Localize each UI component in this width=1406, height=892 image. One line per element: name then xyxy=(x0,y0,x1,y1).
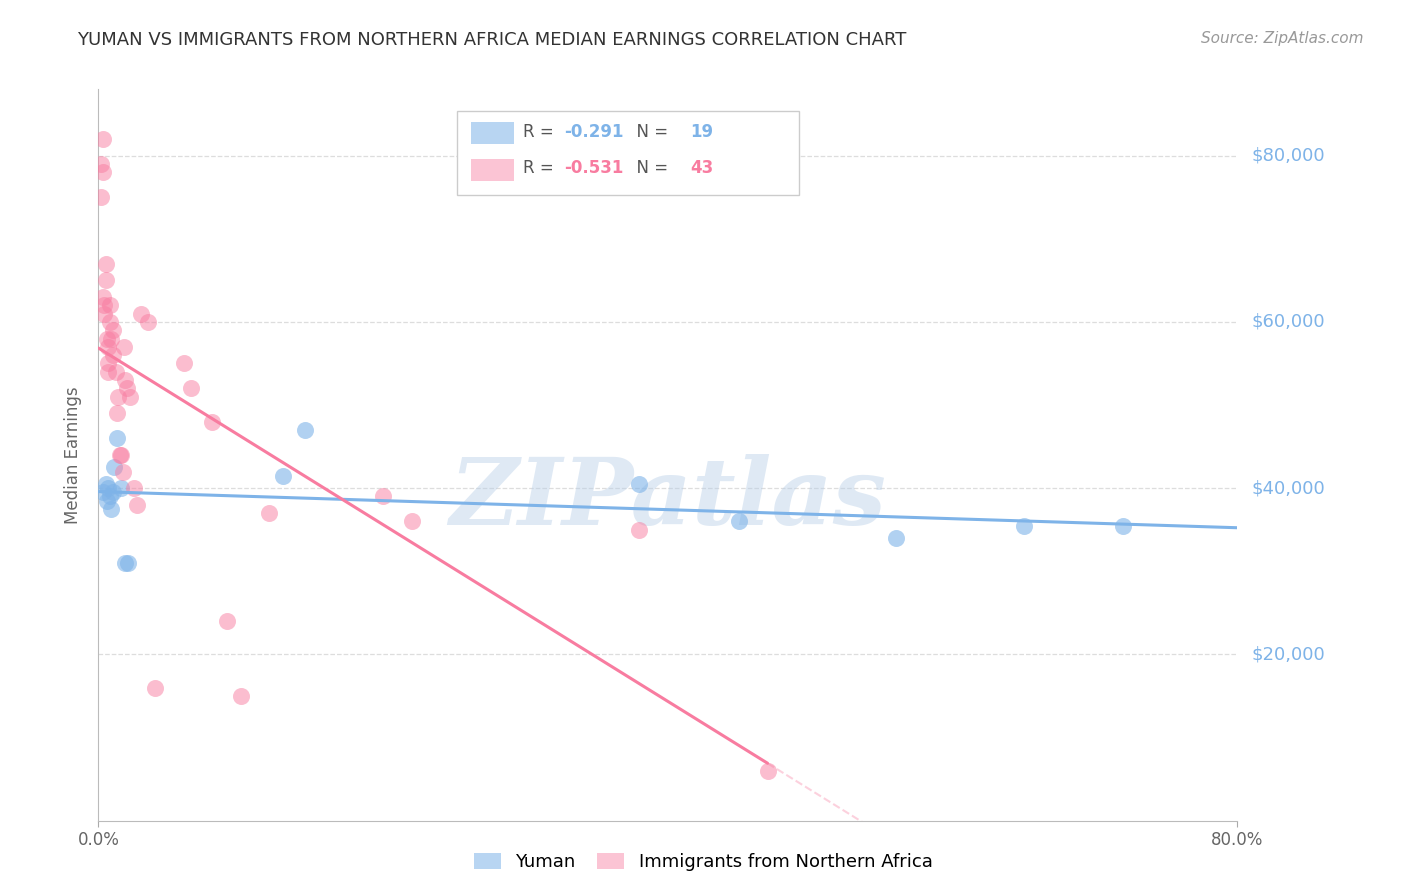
Text: 19: 19 xyxy=(690,122,714,141)
Point xyxy=(1012,518,1035,533)
Point xyxy=(96,493,118,508)
Point xyxy=(122,481,145,495)
Point xyxy=(93,307,115,321)
Point xyxy=(91,165,114,179)
FancyBboxPatch shape xyxy=(457,112,799,195)
Point xyxy=(101,348,124,362)
Point xyxy=(201,415,224,429)
Point xyxy=(108,448,131,462)
Point xyxy=(91,290,114,304)
Point xyxy=(105,406,128,420)
Point xyxy=(100,332,122,346)
Point xyxy=(215,614,238,628)
Point xyxy=(98,315,121,329)
Point xyxy=(107,390,129,404)
Text: R =: R = xyxy=(523,159,560,178)
Point xyxy=(259,506,281,520)
Point xyxy=(628,523,651,537)
Point xyxy=(401,515,423,529)
Point xyxy=(98,298,121,312)
Point xyxy=(117,556,139,570)
Point xyxy=(105,431,128,445)
Point xyxy=(101,323,124,337)
Text: -0.531: -0.531 xyxy=(564,159,624,178)
Point xyxy=(114,373,136,387)
Point xyxy=(173,356,195,371)
Y-axis label: Median Earnings: Median Earnings xyxy=(65,386,83,524)
Text: N =: N = xyxy=(626,159,673,178)
Point xyxy=(728,515,751,529)
Point xyxy=(96,332,118,346)
Point xyxy=(97,340,120,354)
Text: $60,000: $60,000 xyxy=(1251,313,1324,331)
Text: Source: ZipAtlas.com: Source: ZipAtlas.com xyxy=(1201,31,1364,46)
Point xyxy=(101,485,124,500)
Point xyxy=(94,257,117,271)
Text: N =: N = xyxy=(626,122,673,141)
Point xyxy=(125,498,148,512)
Text: $20,000: $20,000 xyxy=(1251,646,1324,664)
Point xyxy=(91,132,114,146)
Point xyxy=(91,485,114,500)
Text: ZIPatlas: ZIPatlas xyxy=(450,454,886,544)
Point xyxy=(114,556,136,570)
Point xyxy=(373,490,395,504)
Point xyxy=(98,490,121,504)
Point xyxy=(90,190,112,204)
Point xyxy=(229,689,252,703)
Point xyxy=(94,273,117,287)
Point xyxy=(628,477,651,491)
Point xyxy=(136,315,159,329)
Point xyxy=(97,481,120,495)
Point xyxy=(94,477,117,491)
Point xyxy=(112,340,135,354)
Text: $40,000: $40,000 xyxy=(1251,479,1324,497)
Point xyxy=(93,298,115,312)
Text: -0.291: -0.291 xyxy=(564,122,624,141)
Text: YUMAN VS IMMIGRANTS FROM NORTHERN AFRICA MEDIAN EARNINGS CORRELATION CHART: YUMAN VS IMMIGRANTS FROM NORTHERN AFRICA… xyxy=(77,31,907,49)
Text: $80,000: $80,000 xyxy=(1251,146,1324,165)
Point xyxy=(273,468,295,483)
Point xyxy=(110,448,132,462)
Point xyxy=(180,381,202,395)
FancyBboxPatch shape xyxy=(471,159,515,180)
FancyBboxPatch shape xyxy=(471,122,515,144)
Point xyxy=(103,460,125,475)
Point xyxy=(118,390,141,404)
Point xyxy=(110,481,132,495)
Point xyxy=(100,502,122,516)
Text: R =: R = xyxy=(523,122,560,141)
Point xyxy=(129,307,152,321)
Point xyxy=(756,764,779,778)
Point xyxy=(90,157,112,171)
Point xyxy=(145,681,167,695)
Point xyxy=(97,356,120,371)
Point xyxy=(294,423,316,437)
Point xyxy=(104,365,127,379)
Point xyxy=(111,465,134,479)
Point xyxy=(1112,518,1135,533)
Point xyxy=(115,381,138,395)
Point xyxy=(884,531,907,545)
Point xyxy=(97,365,120,379)
Legend: Yuman, Immigrants from Northern Africa: Yuman, Immigrants from Northern Africa xyxy=(467,846,939,879)
Text: 43: 43 xyxy=(690,159,714,178)
